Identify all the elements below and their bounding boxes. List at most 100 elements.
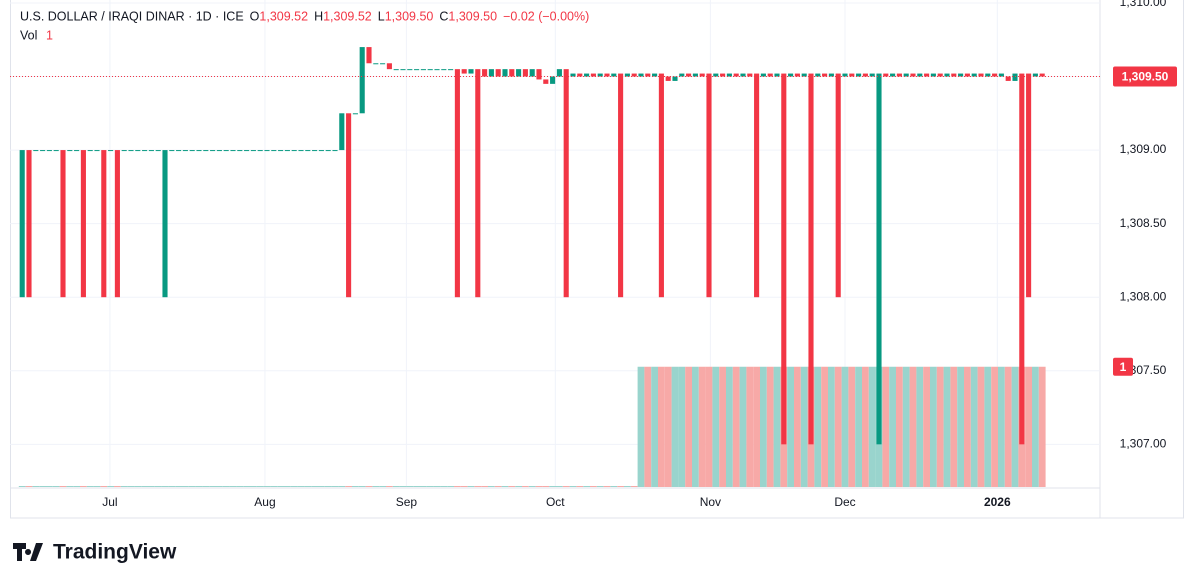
candle [971,73,977,77]
volume-bar [766,366,774,487]
volume-bar [168,486,176,487]
candle [998,73,1004,77]
logo-text: TradingView [53,541,177,564]
volume-bar [556,486,563,487]
candle [563,69,569,298]
candle [801,73,807,77]
candle [937,73,943,77]
candle [658,73,664,298]
volume-bar [433,486,441,487]
volume-bar [460,486,468,487]
x-tick-label: Nov [700,495,721,509]
volume-bar [998,366,1005,487]
volume-bar [25,486,33,487]
candle [584,73,590,77]
volume-bar [338,486,346,487]
volume-bar [161,486,169,487]
candle [169,150,175,152]
volume-bar [331,486,339,487]
volume-bar [284,486,291,487]
candle [726,73,732,77]
candle [672,76,678,81]
legend-value: 1,309.50 [385,9,434,23]
volume-bar [66,486,74,487]
candle [767,73,773,77]
volume-tag-label: 1 [1120,360,1127,374]
candle [80,150,86,298]
candle [346,113,352,298]
last-price-tag [1113,66,1177,87]
volume-bar [148,486,155,487]
candle [278,150,284,152]
candle-layer [19,47,1045,445]
logo: TradingView [13,541,177,564]
candle [1026,73,1032,298]
volume-bar [943,366,951,487]
volume-bar [528,486,536,487]
candle [332,150,338,152]
candle [237,150,243,152]
x-tick-label: Dec [834,495,855,509]
volume-bar [739,366,747,487]
volume-bar [1004,366,1012,487]
candle [638,73,644,77]
candle [842,73,848,77]
candle [468,69,474,74]
volume-bar [222,486,230,487]
last-price-label: 1,309.50 [1122,70,1169,84]
candle [781,73,787,445]
candle [87,150,93,152]
candle [1012,73,1018,81]
candle [414,69,420,71]
candle [271,150,277,152]
volume-bar [392,486,400,487]
candle [454,69,460,298]
candle [67,150,73,152]
volume-bar [80,486,87,487]
volume-bar [175,486,182,487]
x-tick-label: Jul [102,495,117,509]
volume-bar [134,486,142,487]
volume-bar [610,486,618,487]
volume-bar [569,486,577,487]
candle [393,69,399,71]
volume-bar [406,486,414,487]
candle [291,150,297,152]
volume-bar [52,486,60,487]
candle [298,150,304,152]
candle [250,150,256,152]
candle [427,69,433,71]
candle [128,150,134,152]
volume-bar [753,366,760,487]
candle [876,73,882,445]
volume-bar [692,366,699,487]
volume-tag [1113,357,1133,376]
legend-key: L [378,9,385,23]
volume-bar [454,486,461,487]
candle [203,150,209,152]
volume-bar [617,486,624,487]
volume-bar [651,366,658,487]
volume-value: 1 [46,28,53,42]
volume-bar [365,486,373,487]
legend-key: H [314,9,323,23]
volume-bar [352,486,359,487]
volume-bar [909,366,917,487]
volume-bar [583,486,590,487]
candle [930,73,936,77]
candle [434,69,440,71]
candle [108,150,114,152]
candle [815,73,821,77]
volume-bar [896,366,903,487]
candle [135,150,141,152]
volume-bar [379,486,386,487]
candle [101,150,107,298]
volume-bar [882,366,890,487]
volume-layer [18,366,1046,487]
candle [366,47,372,64]
candle [645,73,651,77]
volume-bar [440,486,448,487]
candle [46,150,52,152]
candle [917,73,923,77]
